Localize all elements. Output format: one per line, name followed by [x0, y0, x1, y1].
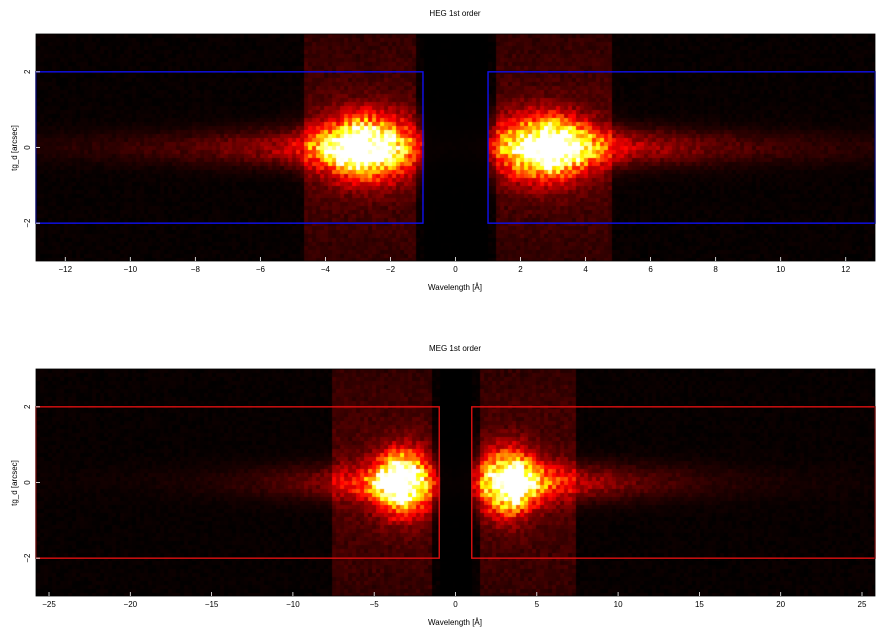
- x-tick-label: 15: [695, 600, 704, 609]
- x-tick-label: −4: [321, 265, 331, 274]
- y-tick-label: 0: [23, 145, 32, 150]
- x-tick-label: −2: [386, 265, 396, 274]
- x-tick-label: 10: [614, 600, 623, 609]
- x-tick-label: −10: [286, 600, 300, 609]
- x-tick-label: −6: [256, 265, 266, 274]
- x-tick-label: −5: [370, 600, 380, 609]
- x-tick-label: −20: [124, 600, 138, 609]
- x-tick-label: −15: [205, 600, 219, 609]
- x-tick-label: 12: [841, 265, 850, 274]
- heg-title: HEG 1st order: [429, 9, 480, 18]
- y-tick-label: −2: [23, 218, 32, 228]
- heg-ylabel: tg_d [arcsec]: [10, 125, 19, 171]
- x-tick-label: 4: [583, 265, 588, 274]
- heg-panel: HEG 1st order Wavelength [Å] tg_d [arcse…: [10, 9, 876, 292]
- x-tick-label: 25: [858, 600, 867, 609]
- meg-ylabel: tg_d [arcsec]: [10, 460, 19, 506]
- x-tick-label: 10: [776, 265, 785, 274]
- y-tick-label: 2: [23, 404, 32, 409]
- x-tick-label: −10: [124, 265, 138, 274]
- y-tick-label: 2: [23, 69, 32, 74]
- heatmap-image: [36, 34, 875, 261]
- x-tick-label: 8: [713, 265, 718, 274]
- meg-xlabel: Wavelength [Å]: [428, 618, 482, 627]
- y-tick-label: −2: [23, 553, 32, 563]
- x-tick-label: 2: [518, 265, 523, 274]
- meg-title: MEG 1st order: [429, 344, 481, 353]
- heg-xlabel: Wavelength [Å]: [428, 283, 482, 292]
- x-tick-label: −12: [58, 265, 72, 274]
- heatmap-image: [36, 369, 875, 596]
- x-tick-label: 0: [453, 600, 458, 609]
- meg-panel: MEG 1st order Wavelength [Å] tg_d [arcse…: [10, 344, 876, 627]
- x-tick-label: 0: [453, 265, 458, 274]
- x-tick-label: −8: [191, 265, 201, 274]
- x-tick-label: 5: [535, 600, 540, 609]
- x-tick-label: 6: [648, 265, 653, 274]
- x-tick-label: 20: [776, 600, 785, 609]
- x-tick-label: −25: [42, 600, 56, 609]
- y-tick-label: 0: [23, 480, 32, 485]
